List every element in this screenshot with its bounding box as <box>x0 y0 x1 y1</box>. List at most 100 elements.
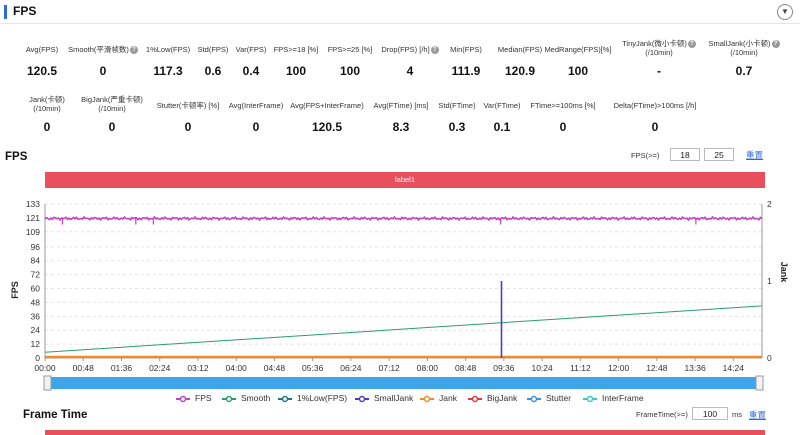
legend-smooth[interactable]: Smooth <box>222 393 270 403</box>
fps-reset-link[interactable]: 重置 <box>746 150 764 160</box>
x-tick-label: 04:48 <box>264 363 286 373</box>
stat-tinyjank-10min: TinyJank(微小卡顿)? (/10min) - <box>609 39 709 80</box>
fps-panel-header: FPS ▼ <box>0 0 800 24</box>
stat-value: 0 <box>252 120 260 134</box>
stat-value: 0 <box>99 64 107 78</box>
x-tick-label: 00:48 <box>73 363 95 373</box>
label-band[interactable]: label1 <box>45 172 765 188</box>
legend-swatch-icon <box>278 395 292 402</box>
x-tick-label: 08:00 <box>417 363 439 373</box>
stat-value: 100 <box>567 64 589 78</box>
stat-value: 0 <box>108 120 116 134</box>
y-right-tick-label: 2 <box>767 199 772 209</box>
stat-label: Avg(FPS) <box>25 45 59 54</box>
stat-value: 0.4 <box>242 64 260 78</box>
legend-jank[interactable]: Jank <box>420 393 457 403</box>
stat-label: 1%Low(FPS) <box>145 45 191 54</box>
help-icon[interactable]: ? <box>771 40 780 49</box>
help-icon[interactable]: ? <box>430 46 439 55</box>
frametime-reset-link[interactable]: 重置 <box>749 410 767 420</box>
stat-value: 0 <box>43 120 51 134</box>
stat-median-fps: Median(FPS) 120.9 <box>470 39 570 80</box>
fps-threshold-input-1[interactable] <box>670 148 700 161</box>
stat-label: SmallJank(小卡顿)? (/10min) <box>708 39 780 57</box>
y-tick-label: 60 <box>31 284 41 294</box>
legend-label: SmallJank <box>374 393 414 403</box>
legend-interframe[interactable]: InterFrame <box>583 393 644 403</box>
legend-label: Jank <box>439 393 457 403</box>
stat-bigjank-10min: BigJank(严重卡顿) (/10min) 0 <box>62 95 162 136</box>
chart-legend: FPS Smooth 1%Low(FPS) SmallJank Jank BigJank S… <box>0 393 800 407</box>
x-tick-label: 05:36 <box>302 363 324 373</box>
x-tick-label: 06:24 <box>340 363 362 373</box>
stat-value: 0.1 <box>493 120 511 134</box>
stat-value: 120.5 <box>26 64 58 78</box>
legend-fps[interactable]: FPS <box>176 393 212 403</box>
stat-label: Var(FTime) <box>483 101 521 110</box>
legend-label: 1%Low(FPS) <box>297 393 348 403</box>
y-tick-label: 48 <box>31 297 41 307</box>
x-tick-label: 03:12 <box>187 363 209 373</box>
stat-label: FTime>=100ms [%] <box>530 101 596 110</box>
y-tick-label: 0 <box>35 353 40 363</box>
x-tick-label: 11:12 <box>570 363 591 373</box>
stat-label: MedRange(FPS)[%] <box>544 45 612 54</box>
x-tick-label: 12:00 <box>608 363 630 373</box>
legend-1-low-fps[interactable]: 1%Low(FPS) <box>278 393 347 403</box>
stat-avg-interframe: Avg(InterFrame) 0 <box>206 95 306 136</box>
frametime-unit: ms <box>732 410 742 419</box>
stat-avg-ftime-ms: Avg(FTime) [ms] 8.3 <box>351 95 451 136</box>
stat-label: BigJank(严重卡顿) (/10min) <box>81 95 143 113</box>
legend-bigjank[interactable]: BigJank <box>468 393 517 403</box>
stat-delta-ftime-100ms-h: Delta(FTime)>100ms [/h] 0 <box>605 95 705 136</box>
stat-min-fps: Min(FPS) 111.9 <box>416 39 516 80</box>
x-tick-label: 08:48 <box>455 363 477 373</box>
header-accent-bar <box>4 5 7 19</box>
y-tick-label: 109 <box>26 227 40 237</box>
legend-stutter[interactable]: Stutter <box>527 393 571 403</box>
legend-swatch-icon <box>527 395 541 402</box>
frametime-threshold-label: FrameTime(>=) <box>636 410 688 419</box>
data-zoom-handle-right[interactable] <box>755 375 764 391</box>
legend-swatch-icon <box>583 395 597 402</box>
legend-smalljank[interactable]: SmallJank <box>355 393 413 403</box>
stat-fps-18: FPS>=18 [%] 100 <box>246 39 346 80</box>
x-tick-label: 14:24 <box>723 363 745 373</box>
stat-label: Smooth(平滑帧数)? <box>68 45 138 55</box>
y-right-axis-title: Jank <box>779 262 789 284</box>
stat-value: 120.9 <box>504 64 536 78</box>
help-icon[interactable]: ? <box>129 46 138 55</box>
legend-label: Stutter <box>546 393 572 403</box>
data-zoom-handle-left[interactable] <box>43 375 52 391</box>
x-tick-label: 01:36 <box>111 363 133 373</box>
stat-value: - <box>657 64 661 78</box>
y-tick-label: 96 <box>31 242 41 252</box>
legend-swatch-icon <box>420 395 434 402</box>
stat-stutter: Stutter(卡顿率) [%] 0 <box>138 95 238 136</box>
x-tick-label: 04:00 <box>226 363 248 373</box>
data-zoom-track[interactable] <box>45 377 762 389</box>
x-tick-label: 10:24 <box>531 363 553 373</box>
stat-label: Jank(卡顿) (/10min) <box>29 95 65 113</box>
stat-label: FPS>=25 [%] <box>327 45 373 54</box>
stat-value: 117.3 <box>153 64 183 78</box>
legend-label: InterFrame <box>602 393 644 403</box>
x-tick-label: 12:48 <box>646 363 668 373</box>
chevron-down-icon[interactable]: ▼ <box>777 4 793 20</box>
help-icon[interactable]: ? <box>687 40 696 49</box>
y-right-tick-label: 0 <box>767 353 772 363</box>
fps-threshold-input-2[interactable] <box>704 148 734 161</box>
fps-section-title: FPS <box>5 151 28 163</box>
y-tick-label: 72 <box>31 270 41 280</box>
stat-value: 0.7 <box>735 64 753 78</box>
stat-1-low-fps: 1%Low(FPS) 117.3 <box>118 39 218 80</box>
frametime-threshold-input[interactable] <box>692 407 728 420</box>
y-tick-label: 133 <box>26 199 40 209</box>
frametime-section-title: Frame Time <box>23 409 88 421</box>
stat-medrange-fps: MedRange(FPS)[%] 100 <box>528 39 628 80</box>
stat-var-ftime: Var(FTime) 0.1 <box>452 95 552 136</box>
stat-ftime-100ms: FTime>=100ms [%] 0 <box>513 95 613 136</box>
stat-avg-fps: Avg(FPS) 120.5 <box>0 39 92 80</box>
legend-swatch-icon <box>176 395 190 402</box>
